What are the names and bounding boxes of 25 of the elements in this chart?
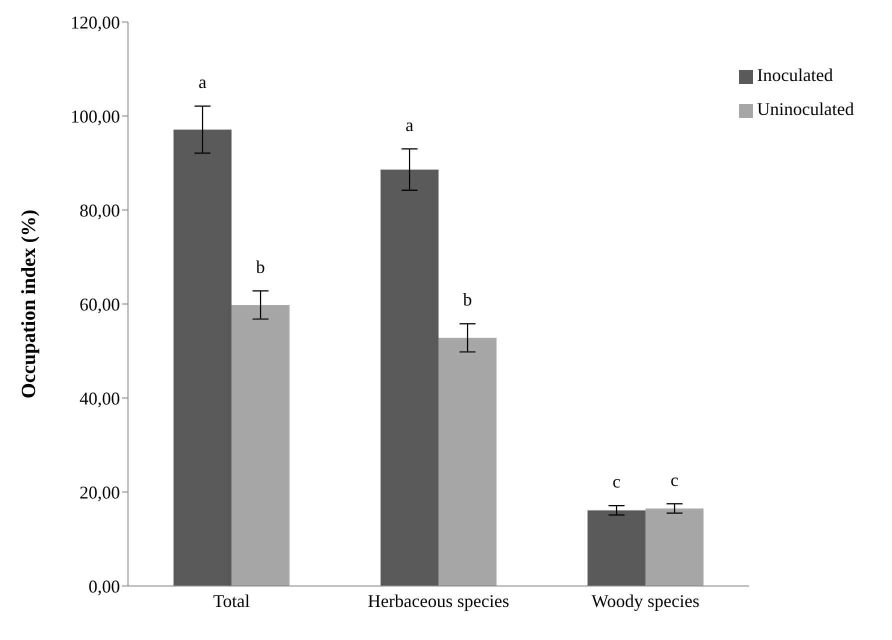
x-tick-label: Total xyxy=(213,590,250,611)
data-label: b xyxy=(463,290,472,310)
y-tick-label: 20,00 xyxy=(80,482,120,502)
bar xyxy=(646,508,704,586)
data-label: c xyxy=(612,472,621,492)
data-label: a xyxy=(198,72,207,92)
bar xyxy=(380,170,439,586)
data-label: c xyxy=(670,470,679,490)
bar xyxy=(438,338,497,586)
bar xyxy=(174,130,232,586)
y-tick-label: 40,00 xyxy=(80,388,120,408)
y-tick-label: 80,00 xyxy=(80,200,120,220)
x-tick-label: Woody species xyxy=(591,590,700,611)
y-axis-title: Occupation index (%) xyxy=(18,210,40,398)
bar xyxy=(588,510,646,586)
y-tick-label: 120,00 xyxy=(70,12,120,32)
y-tick-label: 100,00 xyxy=(70,106,120,126)
y-tick-label: 0,00 xyxy=(88,576,120,596)
legend-label: Uninoculated xyxy=(757,99,854,119)
legend-label: Inoculated xyxy=(757,65,833,85)
y-tick-label: 60,00 xyxy=(80,294,120,314)
bar xyxy=(232,304,290,586)
data-label: a xyxy=(406,114,414,135)
data-label: b xyxy=(256,256,266,277)
x-tick-label: Herbaceous species xyxy=(368,590,510,611)
